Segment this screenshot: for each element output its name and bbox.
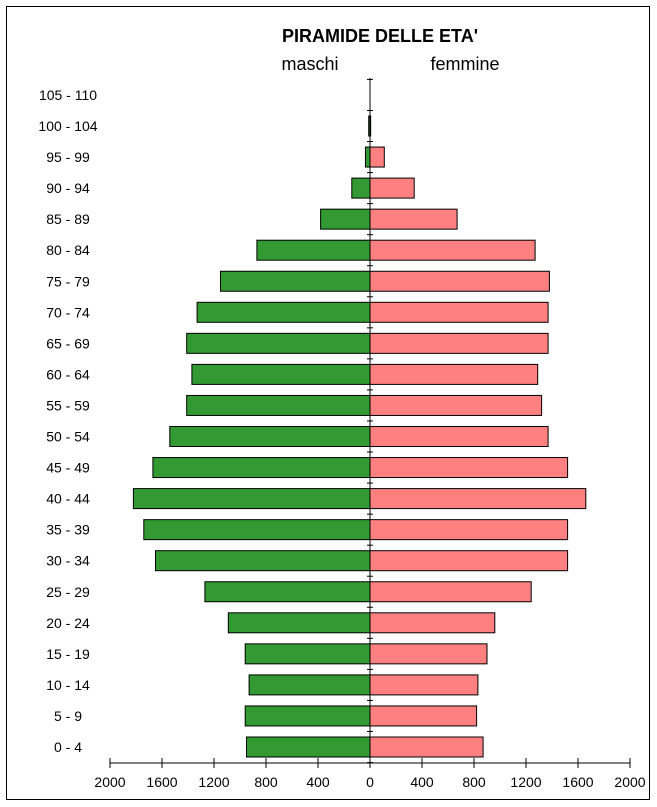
bar-maschi-12 <box>191 363 371 385</box>
x-tick-label: 2000 <box>94 774 125 790</box>
bar-femmine-14 <box>369 301 549 323</box>
bar-maschi-4 <box>227 612 371 634</box>
bar-femmine-7 <box>369 519 569 541</box>
bar-maschi-1 <box>244 705 371 727</box>
bar-femmine-13 <box>369 332 549 354</box>
category-label: 85 - 89 <box>46 211 90 227</box>
x-tick-label: 400 <box>306 774 330 790</box>
bar-maschi-13 <box>186 332 371 354</box>
category-label: 10 - 14 <box>46 677 90 693</box>
category-label: 80 - 84 <box>46 242 90 258</box>
category-label: 45 - 49 <box>46 460 90 476</box>
bar-maschi-11 <box>186 394 371 416</box>
category-label: 90 - 94 <box>46 180 90 196</box>
category-label: 70 - 74 <box>46 304 90 320</box>
bar-maschi-10 <box>169 426 371 447</box>
x-tick-label: 400 <box>410 774 434 790</box>
category-label: 60 - 64 <box>46 366 90 382</box>
bar-femmine-10 <box>369 426 549 447</box>
category-labels: 0 - 4 5 - 9 10 - 14 15 - 19 20 - 24 25 - 29 30… <box>38 87 97 755</box>
x-tick-label: 800 <box>254 774 278 790</box>
category-label: 75 - 79 <box>46 273 90 289</box>
bar-femmine-1 <box>369 705 478 727</box>
bar-maschi-18 <box>351 177 371 199</box>
bar-femmine-6 <box>369 550 569 572</box>
bar-maschi-19 <box>364 146 371 168</box>
category-label: 25 - 29 <box>46 584 90 600</box>
category-label: 105 - 110 <box>39 87 97 103</box>
bar-femmine-16 <box>369 239 536 261</box>
x-axis: 2000 1600 1200 800 400 0 400 800 1200 1600 2000 <box>94 78 646 790</box>
bar-maschi-2 <box>248 674 371 696</box>
category-label: 50 - 54 <box>46 429 90 445</box>
x-tick-label: 1600 <box>146 774 177 790</box>
bar-femmine-9 <box>369 457 569 479</box>
right-label-femmine: femmine <box>430 54 499 74</box>
bar-maschi-8 <box>132 488 371 510</box>
bar-femmine-5 <box>369 581 532 603</box>
bar-maschi-5 <box>204 581 371 603</box>
left-label-maschi: maschi <box>281 54 338 74</box>
category-label: 55 - 59 <box>46 397 90 413</box>
bar-femmine-17 <box>369 208 458 230</box>
bar-maschi-0 <box>246 736 371 758</box>
x-tick-label: 1600 <box>562 774 593 790</box>
category-label: 40 - 44 <box>46 491 90 507</box>
bar-femmine-15 <box>369 270 550 292</box>
bar-femmine-3 <box>369 643 488 665</box>
bar-femmine-4 <box>369 612 496 634</box>
bar-femmine-0 <box>369 736 484 758</box>
category-label: 20 - 24 <box>46 615 90 631</box>
bar-femmine-11 <box>369 394 543 416</box>
bar-maschi-14 <box>196 301 371 323</box>
category-label: 95 - 99 <box>46 149 90 165</box>
x-tick-label: 1200 <box>510 774 541 790</box>
bar-femmine-2 <box>369 674 479 696</box>
chart-title: PIRAMIDE DELLE ETA' <box>282 26 478 46</box>
category-label: 65 - 69 <box>46 335 90 351</box>
category-label: 35 - 39 <box>46 522 90 538</box>
bar-maschi-15 <box>220 270 371 292</box>
x-tick-label: 1200 <box>198 774 229 790</box>
bar-maschi-3 <box>244 643 371 665</box>
bar-maschi-7 <box>143 519 371 541</box>
bar-femmine-8 <box>369 488 587 510</box>
category-label: 5 - 9 <box>54 708 82 724</box>
bar-femmine-12 <box>369 363 539 385</box>
bar-maschi-6 <box>155 550 371 572</box>
x-tick-label: 800 <box>462 774 486 790</box>
category-label: 0 - 4 <box>54 739 82 755</box>
bar-maschi-9 <box>152 457 371 479</box>
bar-femmine-19 <box>369 146 385 168</box>
bar-maschi-16 <box>256 239 371 261</box>
category-label: 100 - 104 <box>38 118 97 134</box>
bar-maschi-17 <box>320 208 371 230</box>
bar-femmine-18 <box>369 177 415 199</box>
bars-layer <box>132 115 587 758</box>
x-tick-label: 0 <box>366 774 374 790</box>
category-label: 30 - 34 <box>46 553 90 569</box>
x-tick-label: 2000 <box>614 774 645 790</box>
category-label: 15 - 19 <box>46 646 90 662</box>
